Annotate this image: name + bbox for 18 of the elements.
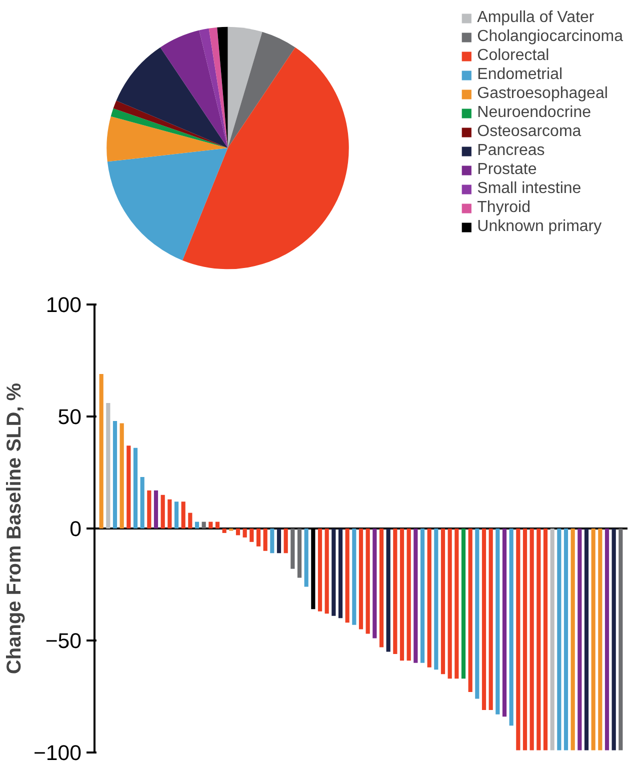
legend-label: Colorectal bbox=[477, 47, 550, 65]
legend-label: Pancreas bbox=[477, 142, 545, 160]
legend-label: Thyroid bbox=[477, 199, 530, 217]
legend-label: Gastroesophageal bbox=[477, 85, 608, 103]
legend-label: Ampulla of Vater bbox=[477, 9, 594, 27]
y-tick-label: 50 bbox=[58, 405, 82, 429]
legend-label: Small intestine bbox=[477, 180, 582, 198]
y-tick-label: 100 bbox=[46, 293, 82, 317]
legend-label: Prostate bbox=[477, 161, 537, 179]
y-tick-label: 0 bbox=[70, 517, 82, 541]
y-tick-label: −100 bbox=[33, 741, 82, 765]
legend-label: Endometrial bbox=[477, 66, 563, 84]
legend-label: Neuroendocrine bbox=[477, 104, 591, 122]
legend-label: Osteosarcoma bbox=[477, 123, 582, 141]
legend-label: Cholangiocarcinoma bbox=[477, 28, 623, 46]
y-axis-title: Change From Baseline SLD, % bbox=[3, 382, 26, 674]
y-tick-label: −50 bbox=[45, 629, 82, 653]
legend-label: Unknown primary bbox=[477, 218, 602, 236]
